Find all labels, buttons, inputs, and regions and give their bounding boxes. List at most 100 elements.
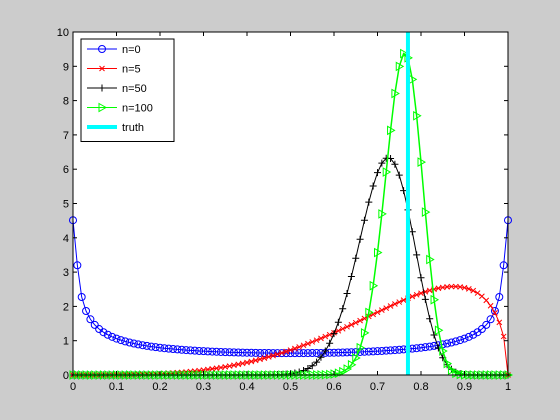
point-n-50-54	[304, 365, 312, 373]
point-n-0-55	[308, 349, 317, 358]
legend-label-n-100: n=100	[122, 103, 153, 115]
point-n-50-68	[365, 198, 373, 206]
point-n-100-86	[443, 358, 453, 369]
point-n-5-95	[483, 297, 490, 304]
point-n-50-56	[313, 358, 321, 366]
point-n-50-83	[430, 331, 438, 339]
point-n-100-64	[347, 359, 357, 370]
point-n-50-59	[326, 339, 334, 347]
point-n-0-14	[129, 339, 138, 348]
point-n-50-62	[339, 305, 347, 313]
point-n-0-75	[395, 345, 404, 354]
legend-label-n-50: n=50	[122, 83, 147, 95]
legend-marker-n-50	[98, 84, 106, 92]
point-n-50-70	[374, 169, 381, 177]
series-n-0	[69, 216, 512, 358]
point-n-0-90	[460, 334, 469, 343]
point-n-100-67	[360, 328, 370, 338]
point-n-0-64	[347, 348, 356, 357]
point-n-0-33	[212, 347, 221, 356]
point-n-0-9	[108, 332, 117, 341]
point-n-50-78	[408, 228, 416, 236]
y-tick-label-10: 10	[57, 27, 69, 39]
point-n-0-41	[247, 348, 256, 357]
point-n-0-4	[86, 315, 95, 324]
point-n-100-74	[391, 88, 400, 99]
point-n-5-70	[374, 309, 381, 316]
point-n-0-80	[417, 343, 425, 352]
series-markers-n-0	[69, 216, 512, 358]
point-n-100-79	[413, 110, 422, 121]
legend-label-truth: truth	[122, 122, 144, 134]
point-n-0-23	[169, 345, 178, 354]
point-n-50-74	[391, 160, 399, 168]
point-n-0-94	[477, 325, 486, 334]
point-n-0-95	[482, 320, 491, 329]
point-n-0-1	[73, 261, 82, 270]
y-tick-label-1: 1	[63, 336, 69, 348]
point-n-0-20	[156, 343, 164, 352]
point-n-0-60	[330, 348, 338, 357]
y-tick-label-0: 0	[63, 370, 69, 382]
point-n-5-47	[274, 351, 281, 358]
point-n-0-12	[121, 337, 130, 346]
point-n-5-56	[313, 337, 320, 344]
point-n-5-90	[461, 284, 468, 291]
point-n-0-17	[142, 341, 151, 350]
point-n-5-59	[326, 331, 333, 338]
point-n-50-64	[347, 272, 355, 280]
point-n-5-89	[457, 284, 464, 290]
legend-entry-n-0: n=0	[87, 44, 141, 56]
point-n-100-72	[382, 167, 392, 177]
point-n-0-71	[377, 346, 386, 355]
point-n-50-82	[426, 315, 434, 323]
point-n-50-63	[343, 289, 351, 297]
point-n-5-71	[378, 307, 385, 314]
point-n-5-49	[283, 348, 290, 355]
point-n-100-83	[430, 294, 440, 305]
x-tick-label-5: 0.5	[283, 381, 298, 393]
point-n-5-62	[339, 325, 346, 332]
point-n-50-58	[321, 347, 329, 355]
point-n-0-29	[195, 346, 204, 355]
point-n-0-27	[186, 346, 195, 355]
point-n-0-44	[260, 349, 269, 358]
legend-entry-n-50: n=50	[87, 83, 147, 95]
point-n-5-63	[344, 323, 350, 330]
point-n-0-72	[382, 346, 391, 355]
legend-label-n-5: n=5	[122, 64, 141, 76]
point-n-0-10	[112, 334, 121, 343]
x-tick-label-9: 0.9	[457, 381, 472, 393]
point-n-100-70	[374, 247, 383, 258]
point-n-0-37	[229, 348, 238, 357]
point-n-5-93	[474, 290, 481, 296]
y-tick-label-3: 3	[63, 267, 69, 279]
point-n-0-56	[312, 349, 321, 358]
point-n-50-75	[395, 171, 403, 179]
point-n-0-35	[221, 348, 230, 357]
point-n-0-92	[469, 330, 478, 339]
point-n-50-55	[308, 362, 316, 370]
point-n-0-61	[334, 348, 343, 357]
legend-marker-n-100	[98, 102, 108, 113]
point-n-5-84	[435, 285, 442, 292]
point-n-5-73	[387, 303, 394, 309]
point-n-5-58	[322, 333, 329, 340]
point-n-50-76	[400, 187, 408, 195]
point-n-100-80	[417, 157, 427, 167]
point-n-0-34	[216, 347, 225, 356]
point-n-5-67	[361, 315, 368, 322]
point-n-0-86	[443, 339, 452, 348]
y-tick-label-4: 4	[63, 233, 69, 245]
point-n-0-68	[364, 347, 373, 356]
point-n-0-43	[256, 348, 265, 357]
point-n-5-53	[300, 342, 307, 349]
x-tick-label-1: 0.1	[109, 381, 124, 393]
point-n-0-42	[251, 348, 260, 357]
point-n-0-89	[456, 336, 465, 345]
point-n-5-54	[305, 340, 311, 347]
x-tick-label-4: 0.4	[239, 381, 254, 393]
point-n-100-81	[421, 207, 431, 217]
point-n-0-67	[360, 347, 369, 356]
point-n-5-51	[291, 345, 298, 352]
